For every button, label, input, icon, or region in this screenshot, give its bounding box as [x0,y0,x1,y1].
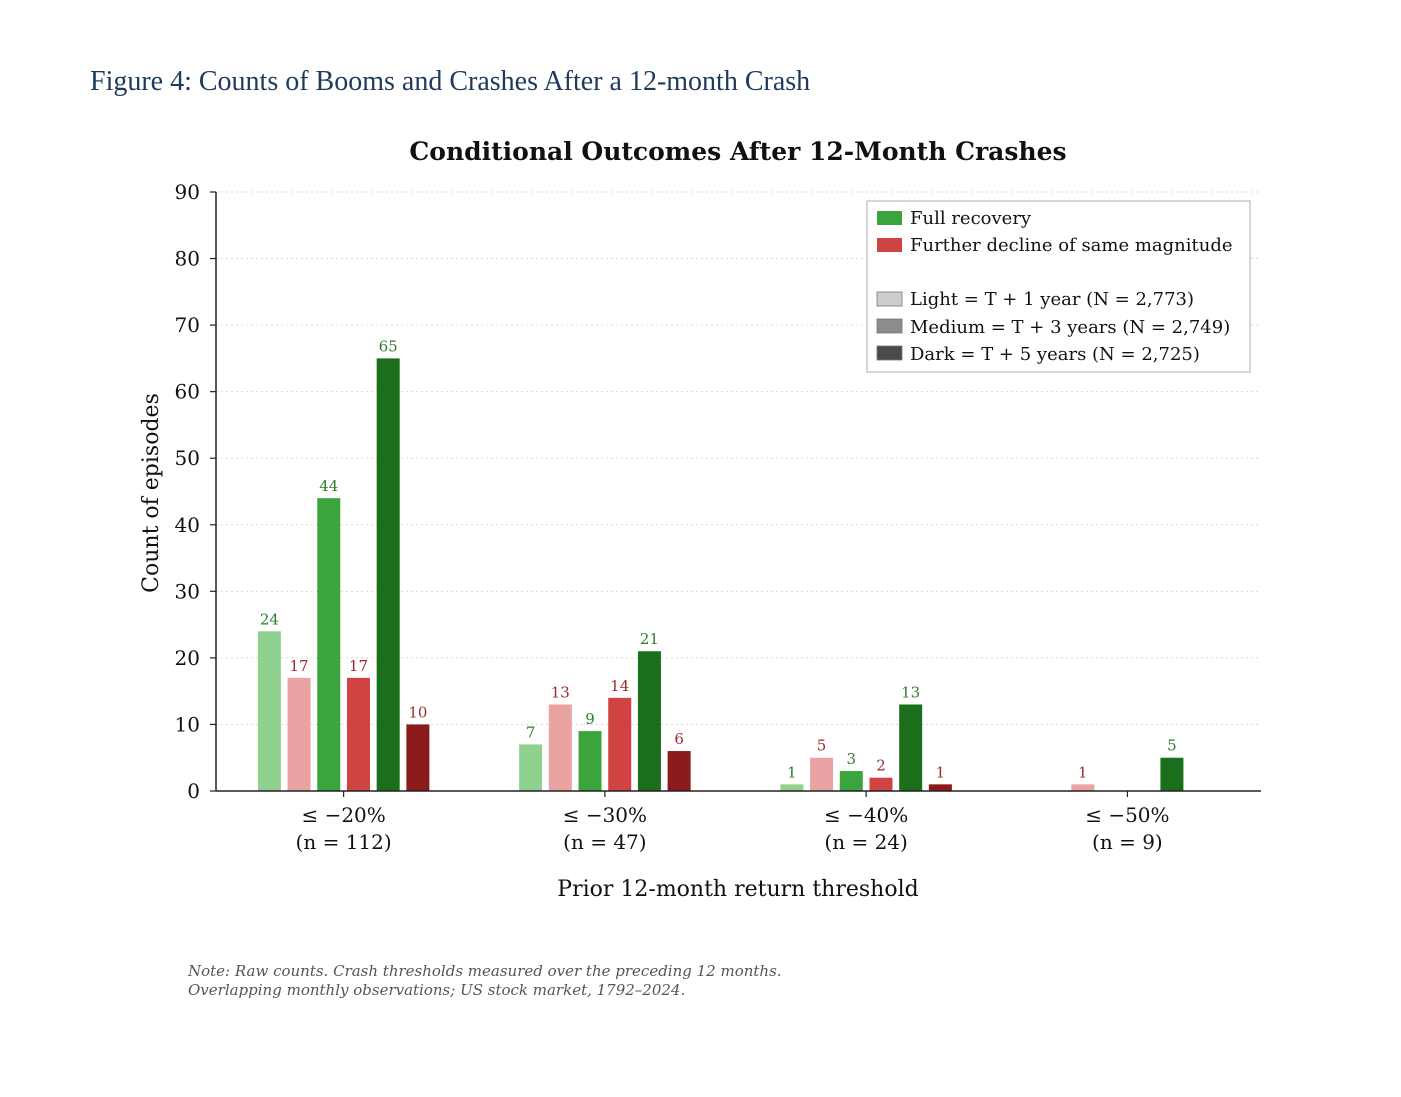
legend-label-full-recovery: Full recovery [910,208,1032,229]
bar-value-label: 14 [610,677,629,695]
legend-label-further-decline: Further decline of same magnitude [910,235,1233,256]
note-line: Note: Raw counts. Crash thresholds measu… [188,962,782,980]
y-axis-label: Count of episodes [139,393,164,593]
bar-recovery [257,631,281,791]
bar-value-label: 7 [526,723,536,741]
bar-recovery [317,498,341,791]
legend: Full recovery Further decline of same ma… [866,200,1251,373]
axes [210,191,1261,797]
y-tick-label: 10 [175,712,200,736]
x-tick-label: (n = 47) [563,830,646,854]
bar-decline [667,751,691,791]
legend-label-dark: Dark = T + 5 years (N = 2,725) [910,344,1200,365]
y-tick-label: 20 [175,646,200,670]
bar-recovery [519,744,543,791]
bar-value-label: 17 [290,657,309,675]
legend-swatch-further-decline [877,238,902,252]
bar-recovery [637,651,661,791]
bar-value-label: 13 [901,683,920,701]
bar-decline [1071,784,1095,791]
figure-caption: Figure 4: Counts of Booms and Crashes Af… [90,66,811,97]
legend-swatch-light [876,291,903,307]
bar-value-label: 10 [408,703,427,721]
bar-value-label: 44 [319,477,338,495]
bar-value-label: 65 [379,337,398,355]
bar-value-label: 1 [787,763,797,781]
y-tick-label: 80 [175,247,200,271]
y-tick-labels: 0 10 20 30 40 50 60 70 80 90 [175,180,200,803]
bar-recovery [376,358,400,791]
bar-value-label: 2 [876,757,886,775]
bar-recovery [899,704,923,791]
y-tick-label: 50 [175,446,200,470]
bar-decline [548,704,572,791]
bar-value-label: 1 [936,763,946,781]
bar-recovery [780,784,804,791]
y-tick-label: 30 [175,579,200,603]
legend-swatch-dark [876,345,903,361]
bar-value-label: 1 [1078,763,1088,781]
y-tick-label: 40 [175,513,200,537]
figure-note: Note: Raw counts. Crash thresholds measu… [188,962,782,1000]
bar-decline [810,757,834,791]
note-line: Overlapping monthly observations; US sto… [188,981,686,999]
chart-title: Conditional Outcomes After 12-Month Cras… [409,137,1066,166]
y-tick-label: 90 [175,180,200,204]
legend-label-light: Light = T + 1 year (N = 2,773) [910,289,1194,310]
bar-value-label: 6 [674,730,684,748]
bar-value-labels: 24 7 1 17 13 5 1 44 9 3 17 14 2 65 21 13 5 10 6 1 [260,337,1177,781]
bar-value-label: 3 [847,750,857,768]
bar-recovery [839,771,863,791]
bar-decline [608,697,632,791]
x-axis-label: Prior 12-month return threshold [557,877,918,902]
bar-value-label: 9 [585,710,595,728]
legend-swatch-full-recovery [877,211,902,225]
x-tick-label: (n = 112) [296,830,392,854]
bar-value-label: 5 [1167,737,1177,755]
x-tick-label: ≤ −20% [301,803,385,827]
x-tick-labels: ≤ −20% (n = 112) ≤ −30% (n = 47) ≤ −40% (n = … [296,803,1170,854]
bar-decline [869,777,893,791]
bar-value-label: 17 [349,657,368,675]
x-tick-label: (n = 24) [824,830,907,854]
bar-recovery [578,731,602,791]
x-tick-label: ≤ −30% [563,803,647,827]
bar-decline [346,677,370,791]
bar-value-label: 21 [640,630,659,648]
bar-value-label: 13 [551,683,570,701]
bars [257,358,1184,791]
x-tick-label: ≤ −50% [1085,803,1169,827]
bar-decline [406,724,430,791]
x-tick-label: ≤ −40% [824,803,908,827]
bar-recovery [1160,757,1184,791]
x-tick-label: (n = 9) [1092,830,1163,854]
y-tick-label: 0 [187,779,200,803]
bar-decline [928,784,952,791]
legend-frame [866,200,1251,373]
legend-label-medium: Medium = T + 3 years (N = 2,749) [910,317,1230,338]
legend-swatch-medium [876,318,903,334]
y-tick-label: 70 [175,313,200,337]
bar-value-label: 24 [260,610,279,628]
bar-value-label: 5 [817,737,827,755]
y-tick-label: 60 [175,380,200,404]
bar-decline [287,677,311,791]
